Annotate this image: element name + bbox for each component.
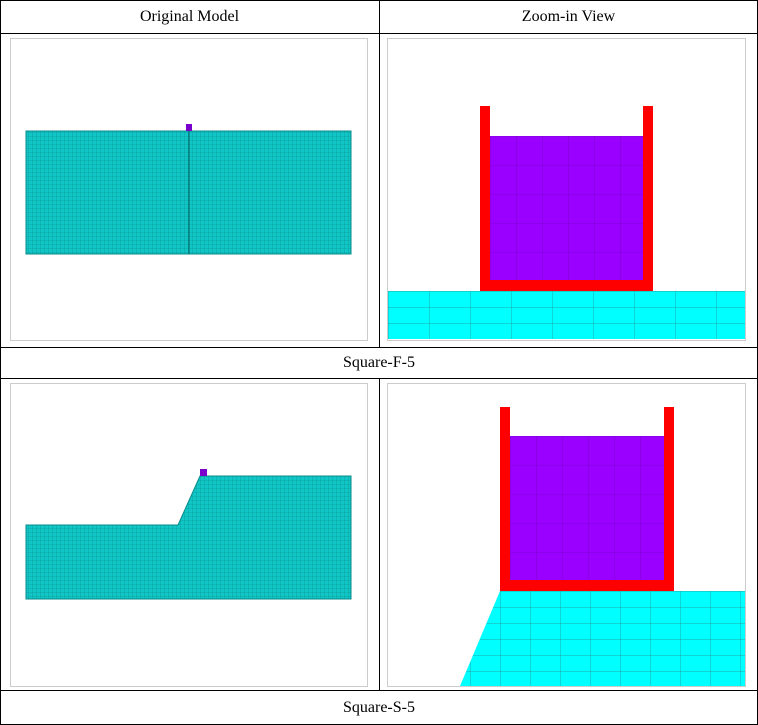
panel-frame — [387, 38, 746, 341]
rule — [0, 0, 1, 725]
rule — [379, 378, 380, 691]
box — [490, 136, 643, 280]
mesh — [25, 475, 352, 600]
caption: Square-S-5 — [343, 698, 415, 716]
panel-frame — [10, 383, 368, 687]
box — [200, 469, 207, 476]
box — [510, 436, 664, 580]
mesh — [388, 291, 745, 339]
panel-frame — [387, 383, 746, 687]
header-cell: Original Model — [139, 8, 240, 25]
mesh — [460, 591, 745, 686]
panel-frame — [10, 38, 368, 341]
caption: Square-F-5 — [343, 354, 415, 371]
box — [186, 124, 192, 131]
header-cell: Zoom-in View — [521, 8, 616, 25]
rule — [379, 0, 380, 348]
